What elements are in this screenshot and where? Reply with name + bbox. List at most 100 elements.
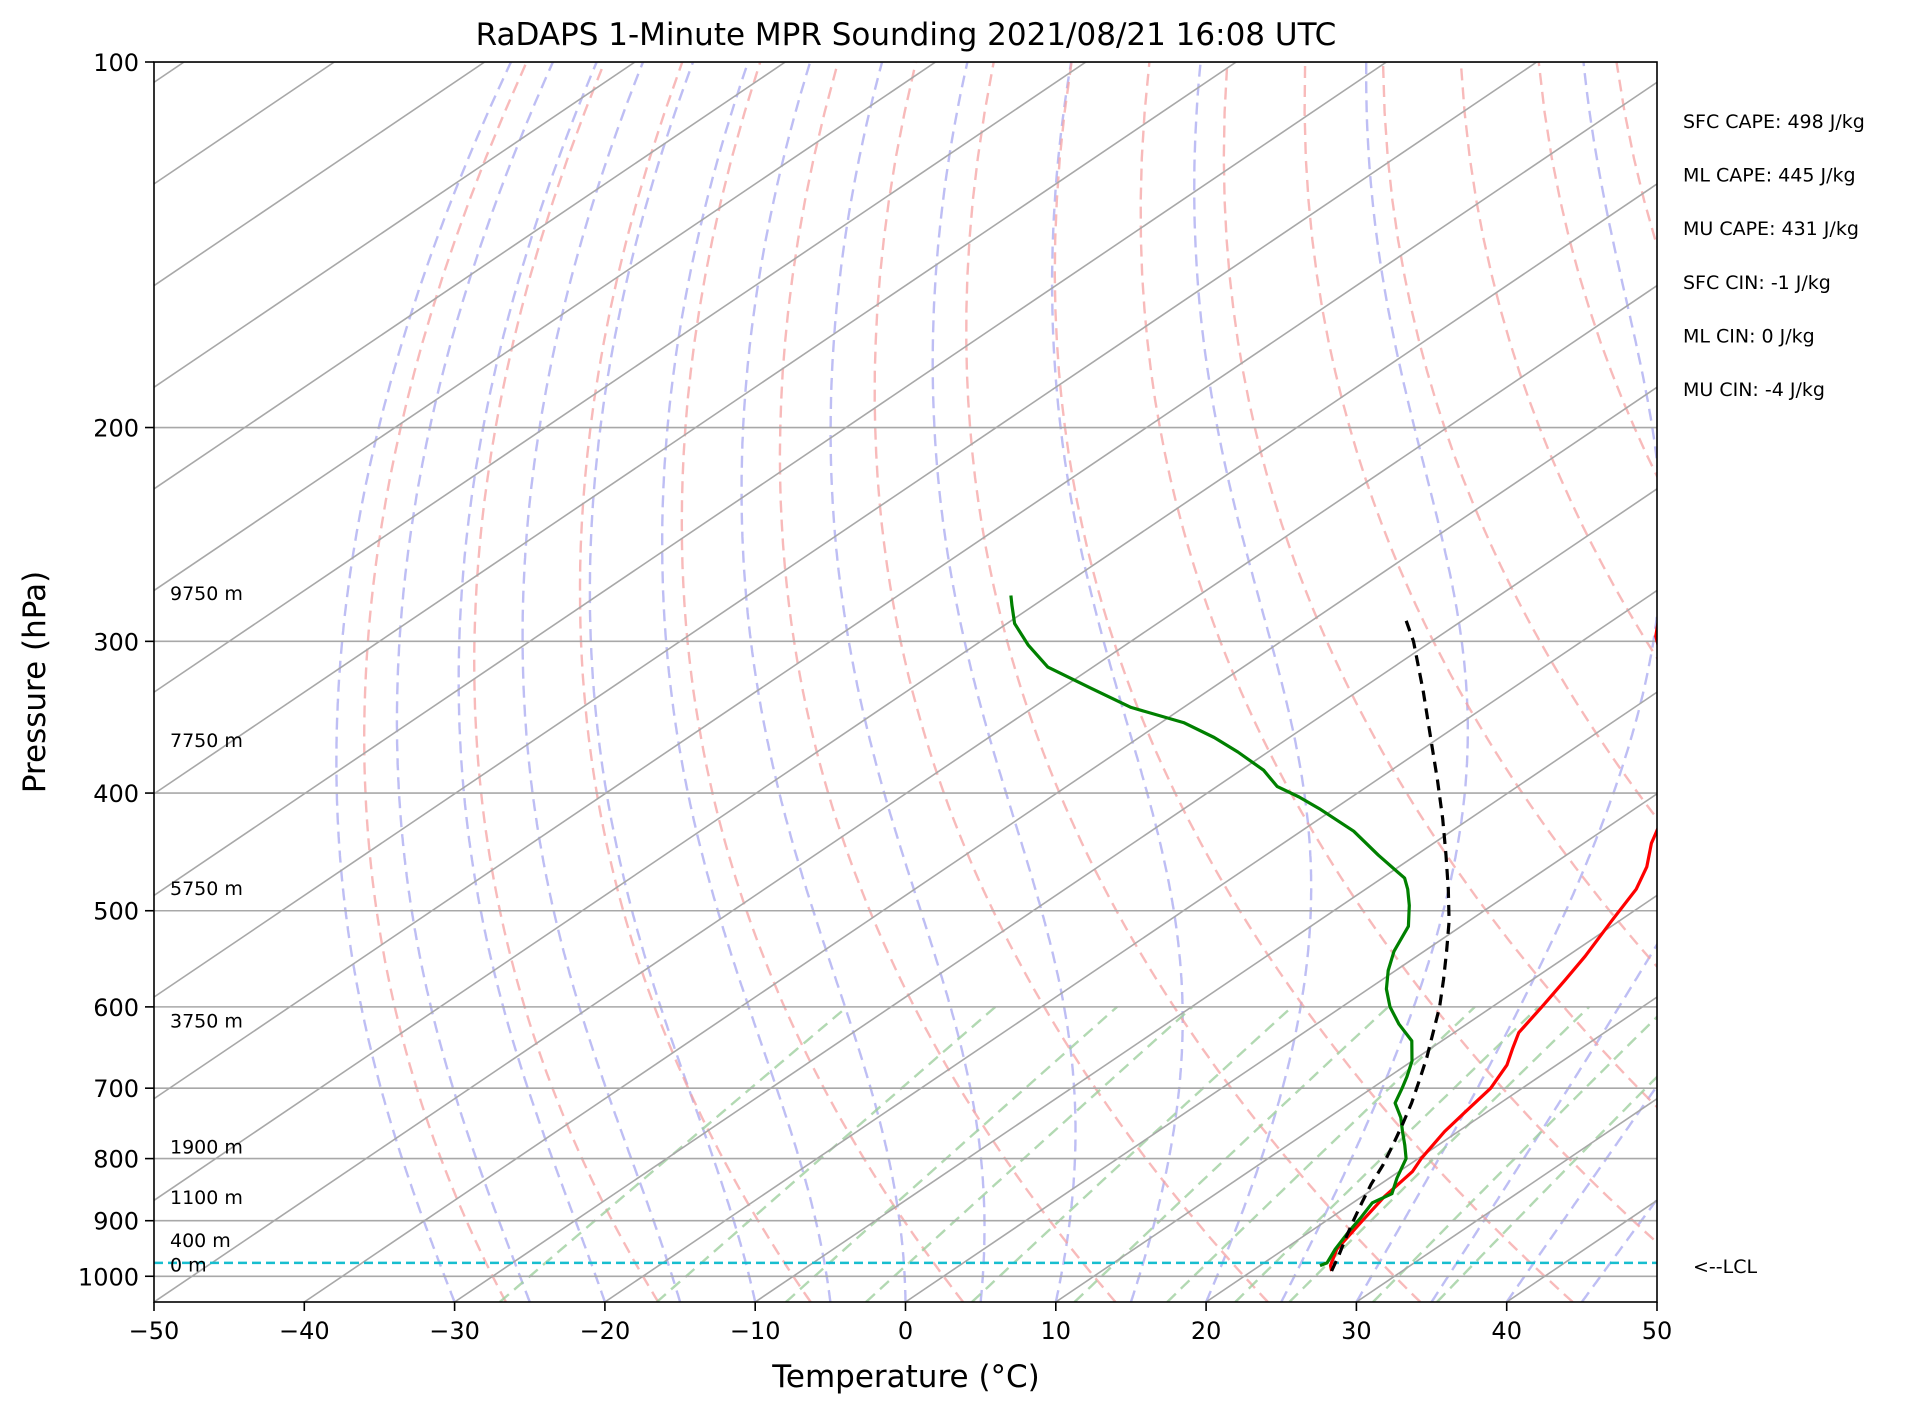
moist-adiabats: [335, 62, 1657, 1302]
x-tick-label: 20: [1191, 1317, 1222, 1345]
moist-adiabat-line: [521, 62, 682, 1302]
x-tick-label: 30: [1341, 1317, 1372, 1345]
moist-adiabat-line: [1280, 62, 1469, 1302]
isotherm-line: [754, 691, 1657, 1302]
dry-adiabat-line: [1537, 62, 1657, 479]
isotherm-line: [154, 183, 1657, 1202]
moist-adiabat-line: [1192, 62, 1313, 1302]
dry-adiabat-line: [1459, 62, 1657, 661]
y-tick-label: 500: [93, 898, 139, 926]
isobars: [154, 62, 1657, 1278]
x-tick-label: −40: [279, 1317, 330, 1345]
moist-adiabat-line: [1050, 62, 1184, 1302]
dry-adiabat-line: [1139, 62, 1657, 1245]
moist-adiabat-line: [740, 62, 907, 1302]
isotherm-line: [154, 62, 486, 287]
moist-adiabat-line: [931, 62, 1077, 1302]
moist-adiabat-line: [1505, 1083, 1657, 1302]
moist-adiabat-line: [1580, 1197, 1657, 1302]
y-tick-label: 300: [93, 628, 139, 656]
moist-adiabat-line: [1430, 942, 1657, 1302]
series-line: [1009, 595, 1414, 1268]
mixing-ratio-line: [1436, 1075, 1657, 1302]
mixing-ratio-line: [785, 1005, 1118, 1302]
isotherm-line: [154, 284, 1657, 1302]
mixing-ratio-lines: [498, 1005, 1657, 1302]
y-tick-label: 400: [93, 780, 139, 808]
moist-adiabat-line: [829, 62, 986, 1302]
isotherm-line: [154, 62, 1087, 694]
height-label: 1900 m: [170, 1137, 243, 1159]
stat-label: SFC CAPE: 498 J/kg: [1683, 111, 1865, 133]
y-axis-label: Pressure (hPa): [17, 571, 53, 793]
dry-adiabat-line: [1694, 62, 1911, 1302]
x-axis: −50 −40 −30 −20 −10 0 10 20 30 40 50: [129, 1302, 1673, 1345]
dry-adiabat-line: [1850, 62, 1911, 1302]
x-tick-label: −20: [580, 1317, 631, 1345]
isotherms: [154, 62, 1657, 1302]
series-line: [1330, 613, 1451, 1272]
isotherm-line: [905, 792, 1657, 1302]
isotherm-line: [604, 589, 1657, 1302]
height-label: 3750 m: [170, 1011, 243, 1033]
isotherm-line: [154, 62, 937, 592]
dry-adiabats: [362, 62, 1911, 1302]
isotherm-line: [154, 62, 786, 490]
moist-adiabat-line: [335, 62, 513, 1302]
height-label: 7750 m: [170, 730, 243, 752]
stat-label: ML CIN: 0 J/kg: [1683, 325, 1815, 347]
isotherm-line: [1355, 1097, 1657, 1302]
dry-adiabat-line: [362, 62, 528, 1302]
dry-adiabat-line: [965, 62, 1422, 1302]
y-tick-label: 900: [93, 1208, 139, 1236]
isotherm-line: [1055, 894, 1657, 1302]
stats-block: SFC CAPE: 498 J/kg ML CAPE: 445 J/kg MU CA…: [1683, 111, 1865, 401]
isotherm-line: [154, 62, 636, 389]
height-label: 0 m: [170, 1254, 207, 1276]
height-label: 9750 m: [170, 583, 243, 605]
dry-adiabat-line: [1303, 62, 1657, 969]
mixing-ratio-line: [1234, 1006, 1540, 1302]
x-tick-label: 0: [898, 1317, 913, 1345]
isotherm-line: [303, 386, 1657, 1302]
x-tick-label: 10: [1041, 1317, 1072, 1345]
y-tick-label: 200: [93, 415, 139, 443]
x-tick-label: −10: [730, 1317, 781, 1345]
y-tick-label: 600: [93, 994, 139, 1022]
stat-label: SFC CIN: -1 J/kg: [1683, 272, 1831, 294]
mixing-ratio-line: [498, 1005, 848, 1302]
plot-area: [154, 62, 1911, 1302]
dry-adiabat-line: [1222, 62, 1657, 1109]
dry-adiabat-line: [472, 62, 660, 1302]
chart-title: RaDAPS 1-Minute MPR Sounding 2021/08/21 …: [476, 17, 1337, 53]
isotherm-line: [1205, 996, 1657, 1302]
mixing-ratio-line: [865, 1006, 1194, 1302]
height-label: 400 m: [170, 1230, 231, 1252]
isotherm-line: [154, 62, 1538, 999]
y-tick-label: 1000: [78, 1263, 139, 1291]
mixing-ratio-line: [971, 1006, 1293, 1302]
y-tick-label: 700: [93, 1075, 139, 1103]
moist-adiabat-line: [661, 62, 832, 1302]
x-axis-label: Temperature (°C): [771, 1359, 1040, 1395]
y-axis: 100 200 300 400 500 600 700 800 900 1000: [78, 49, 154, 1291]
isotherm-line: [154, 62, 1387, 897]
x-tick-label: −30: [429, 1317, 480, 1345]
height-label: 5750 m: [170, 878, 243, 900]
y-tick-label: 800: [93, 1146, 139, 1174]
mixing-ratio-line: [1288, 1006, 1590, 1302]
lcl-label: <--LCL: [1693, 1256, 1757, 1278]
isotherm-line: [454, 487, 1657, 1302]
dry-adiabat-line: [778, 62, 1117, 1302]
dry-adiabat-line: [578, 62, 812, 1302]
plot-frame: [153, 61, 1658, 1303]
isotherm-line: [154, 81, 1657, 1100]
mixing-ratio-line: [1166, 1006, 1476, 1302]
series-line: [1328, 619, 1657, 1272]
isotherm-line: [1506, 1199, 1657, 1302]
x-tick-label: 50: [1642, 1317, 1673, 1345]
stat-label: MU CIN: -4 J/kg: [1683, 379, 1825, 401]
dry-adiabat-line: [1772, 62, 1911, 1302]
